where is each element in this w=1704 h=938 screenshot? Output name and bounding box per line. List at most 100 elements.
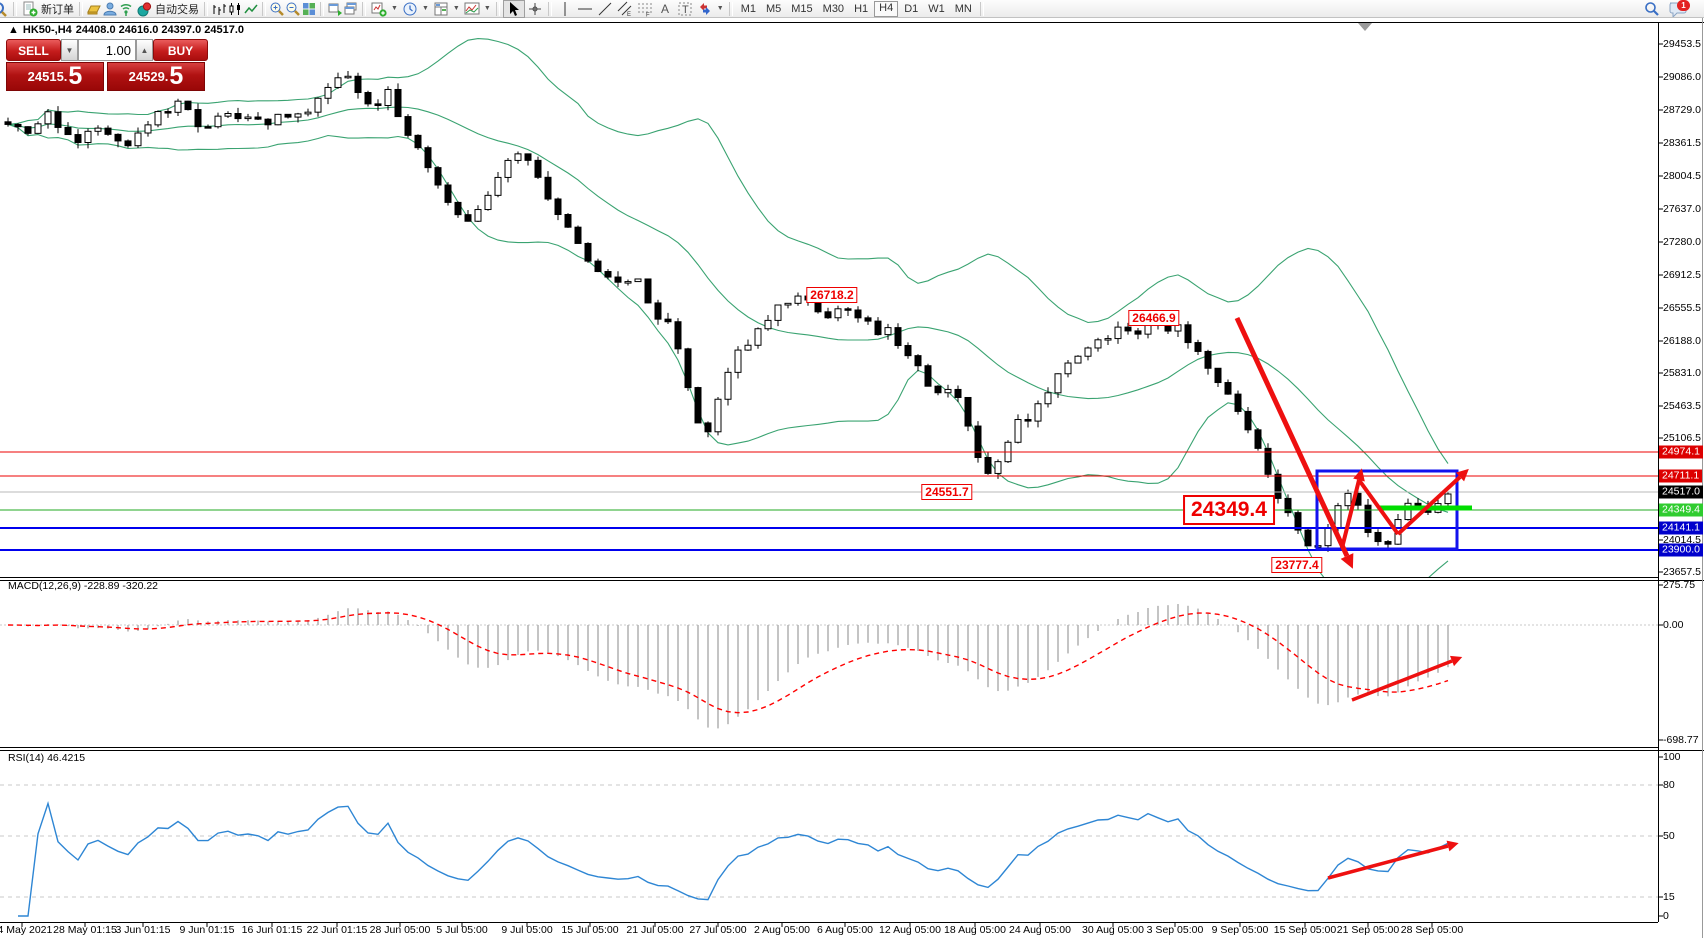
new-order-button[interactable]: 新订单 [20, 1, 76, 17]
trade-panel-row1: SELL ▼ ▲ BUY [6, 39, 208, 61]
timeframe-m15[interactable]: M15 [791, 2, 813, 15]
zoom-out-icon[interactable] [285, 1, 301, 17]
chart-title: ▲ HK50-,H4 24408.0 24616.0 24397.0 24517.0 [8, 24, 248, 36]
time-axis-label: 28 Jun 05:00 [369, 924, 431, 936]
text-tool[interactable]: A [655, 1, 675, 17]
candlestick-chart-icon[interactable] [227, 1, 243, 17]
search-icon[interactable] [1644, 1, 1660, 17]
price-annotation[interactable]: 26466.9 [1128, 310, 1180, 326]
trendline-icon [598, 2, 612, 15]
price-annotation[interactable]: 26718.2 [806, 287, 858, 303]
fibonacci-tool[interactable]: F [635, 1, 655, 17]
data-window-icon[interactable] [102, 1, 118, 17]
text-label-icon: T [678, 2, 692, 16]
macd-axis-tick: 275.75 [1663, 579, 1696, 591]
clipped-search-icon[interactable] [0, 1, 10, 17]
price-axis-tag: 24141.1 [1659, 521, 1703, 535]
timeframe-w1[interactable]: W1 [928, 2, 945, 15]
time-axis-label: 24 Aug 05:00 [1009, 924, 1071, 936]
channel-tool[interactable]: E [615, 1, 635, 17]
volume-increase-button[interactable]: ▲ [136, 39, 153, 61]
zoom-in-icon[interactable] [269, 1, 285, 17]
arrows-icon [699, 2, 710, 15]
price-annotation[interactable]: 23777.4 [1271, 557, 1323, 573]
buy-button[interactable]: BUY [153, 39, 208, 61]
crosshair-tool[interactable] [525, 1, 545, 17]
vertical-line-tool[interactable] [555, 1, 575, 17]
horizontal-lines[interactable] [0, 451, 1658, 551]
time-axis-label: 2 Aug 05:00 [753, 924, 811, 936]
svg-text:A: A [661, 2, 669, 16]
chat-icon[interactable]: 1 [1668, 0, 1690, 17]
timeframe-h4[interactable]: H4 [874, 0, 899, 17]
rsi-axis-tick: 100 [1663, 751, 1681, 763]
timeframe-mn[interactable]: MN [954, 2, 972, 15]
drawing-objects[interactable] [1234, 316, 1472, 880]
price-axis-tick: 25106.5 [1663, 432, 1701, 444]
toolbar-separator [79, 1, 83, 16]
chart-shift-marker [1358, 23, 1372, 31]
buy-price[interactable]: 24529. 5 [107, 62, 205, 91]
chevron-down-icon: ▼ [391, 5, 398, 12]
new-order-icon [23, 1, 38, 16]
arrows-tool[interactable]: ▼ [695, 1, 726, 17]
sell-button[interactable]: SELL [6, 39, 61, 61]
volume-decrease-button[interactable]: ▼ [61, 39, 78, 61]
time-axis-label: 3 Sep 05:00 [1146, 924, 1204, 936]
equidistant-channel-icon: E [617, 1, 632, 17]
macd-pane [0, 604, 1658, 729]
timeframe-m1[interactable]: M1 [740, 2, 756, 15]
timeframe-m5[interactable]: M5 [765, 2, 782, 15]
time-axis-label: 21 Sep 05:00 [1336, 924, 1400, 936]
macd-axis-tick: -698.77 [1663, 734, 1699, 746]
price-axis-tick: 28361.5 [1663, 137, 1701, 149]
clock-icon [403, 2, 417, 15]
templates-button[interactable]: ▼ [431, 1, 462, 17]
market-watch-icon[interactable] [86, 1, 102, 17]
arrange-windows-icon[interactable] [327, 1, 343, 17]
volume-input[interactable] [78, 39, 136, 61]
indicators-button[interactable]: ▼ [462, 1, 493, 17]
profiles-button[interactable]: ▼ [400, 1, 431, 17]
price-annotation[interactable]: 24349.4 [1183, 495, 1275, 525]
sell-price[interactable]: 24515. 5 [6, 62, 104, 91]
tile-windows-icon[interactable] [301, 1, 317, 17]
price-axis-tick: 24014.5 [1663, 534, 1701, 546]
collapse-icon[interactable]: ▲ [8, 24, 19, 36]
crosshair-icon [528, 2, 541, 15]
autotrading-button[interactable]: 自动交易 [134, 1, 201, 17]
ohlc-values: 24408.0 24616.0 24397.0 24517.0 [75, 24, 245, 36]
price-axis-tick: 25463.5 [1663, 400, 1701, 412]
new-chart-button[interactable]: ▼ [369, 1, 400, 17]
red-trend-arrow [1340, 479, 1361, 549]
price-axis-tick: 23657.5 [1663, 566, 1701, 578]
toolbar: 新订单 自动交易 ▼ ▼ ▼ ▼ E F A T [0, 0, 1704, 18]
cursor-tool[interactable] [502, 0, 525, 18]
new-chart-icon [371, 2, 387, 17]
red-arrow-head [1340, 553, 1354, 569]
timeframe-h1[interactable]: H1 [854, 2, 869, 15]
trendline-tool[interactable] [595, 1, 615, 17]
time-axis-label: 27 Jul 05:00 [689, 924, 747, 936]
cascade-windows-icon[interactable] [343, 1, 359, 17]
price-axis-tick: 26188.0 [1663, 335, 1701, 347]
time-axis-label: 12 Aug 05:00 [879, 924, 941, 936]
red-trend-arrow [1327, 844, 1449, 880]
horizontal-line-tool[interactable] [575, 1, 595, 17]
price-annotation[interactable]: 24551.7 [921, 484, 973, 500]
horizontal-line-icon [577, 8, 592, 9]
toolbar-separator [13, 1, 17, 16]
rsi-axis-tick: 15 [1663, 891, 1675, 903]
timeframe-d1[interactable]: D1 [904, 2, 919, 15]
signal-icon[interactable] [118, 1, 134, 17]
line-chart-icon[interactable] [243, 1, 259, 17]
svg-text:E: E [627, 12, 631, 17]
chevron-down-icon: ▼ [716, 5, 724, 12]
label-tool[interactable]: T [675, 1, 695, 17]
red-trend-arrow [1234, 316, 1350, 558]
bar-chart-icon[interactable] [211, 1, 227, 17]
time-axis-label: 6 Aug 05:00 [816, 924, 874, 936]
timeframe-m30[interactable]: M30 [822, 2, 845, 15]
chevron-down-icon: ▼ [483, 5, 491, 12]
